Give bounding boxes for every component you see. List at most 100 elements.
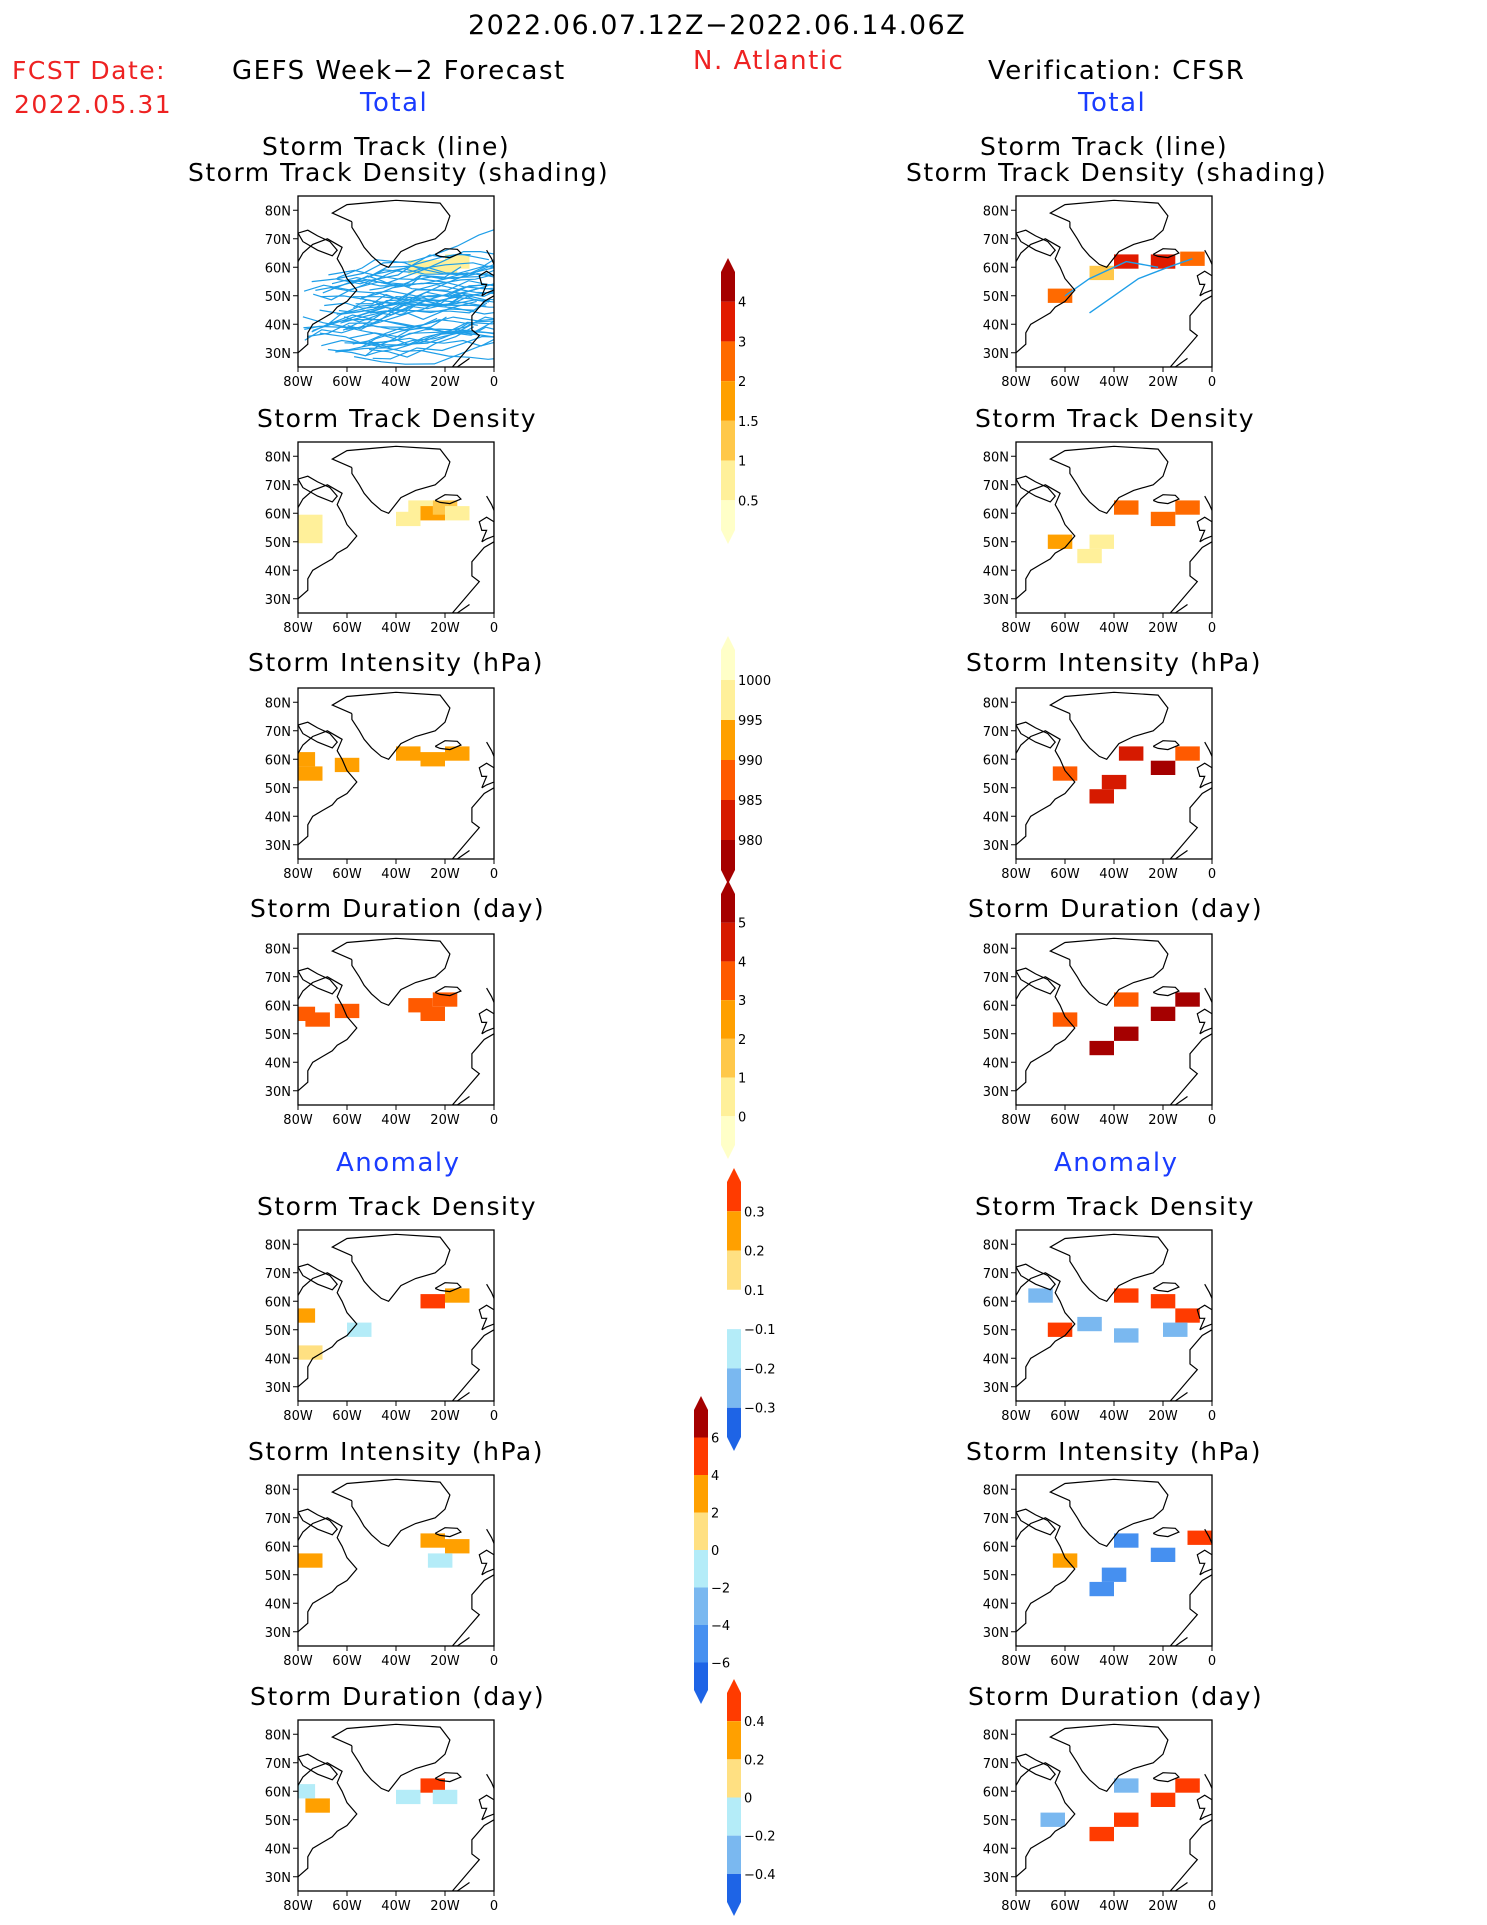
x-tick-label: 80W	[1001, 867, 1031, 882]
coastline	[1169, 787, 1212, 859]
colorbar-swatch	[721, 922, 735, 962]
y-tick-label: 60N	[983, 507, 1009, 522]
fc-density-anom-cell	[371, 1316, 396, 1332]
storm-track-line	[311, 229, 494, 283]
storm-track-line	[304, 293, 466, 341]
fc-duration-anom-cell	[396, 1789, 421, 1805]
coastline	[1196, 1794, 1212, 1821]
x-tick-label: 0	[1208, 1654, 1216, 1669]
colorbar-swatch	[727, 1250, 741, 1290]
coastline	[298, 730, 358, 846]
x-tick-label: 80W	[283, 1113, 313, 1128]
y-tick-label: 60N	[983, 261, 1009, 276]
y-tick-label: 50N	[265, 1814, 291, 1829]
colorbar-label: −0.2	[744, 1362, 776, 1377]
forecast-total-label: Total	[360, 88, 429, 118]
colorbar-swatch	[727, 1721, 741, 1760]
x-tick-label: 0	[490, 1409, 498, 1424]
colorbar-label: 1.5	[738, 415, 759, 430]
obs-duration-frame	[1015, 933, 1213, 1106]
obs-duration-cell	[1114, 992, 1139, 1007]
coastline	[330, 1233, 451, 1303]
y-tick-label: 80N	[983, 204, 1009, 219]
obs-density-cell	[1077, 548, 1102, 564]
colorbar-label: 0.3	[744, 1205, 765, 1220]
x-tick-label: 80W	[1001, 1899, 1031, 1914]
obs-density-frame	[1015, 441, 1213, 614]
colorbar-label: 2	[711, 1507, 719, 1522]
y-tick-label: 40N	[265, 1352, 291, 1367]
colorbar-label: 1	[738, 455, 746, 470]
y-tick-label: 60N	[265, 999, 291, 1014]
storm-track-line	[356, 286, 494, 317]
y-tick-label: 40N	[983, 1842, 1009, 1857]
y-tick-label: 40N	[983, 318, 1009, 333]
y-tick-label: 30N	[265, 347, 291, 362]
x-tick-label: 60W	[1050, 1113, 1080, 1128]
y-tick-label: 80N	[265, 450, 291, 465]
colorbar-swatch	[727, 1289, 741, 1330]
colorbar-swatch	[721, 1077, 735, 1117]
coastline	[1169, 1574, 1212, 1646]
obs-density-panel: 80W 60W 40W 20W 0 80N 70N 60N 50N 40N 30N	[983, 441, 1216, 636]
coastline	[1169, 295, 1212, 367]
storm-track-line	[322, 258, 494, 294]
y-tick-label: 40N	[265, 318, 291, 333]
coastline	[1152, 494, 1180, 505]
colorbar-label: 995	[738, 714, 763, 729]
coastline	[451, 1329, 494, 1401]
obs-intensity-frame	[1015, 687, 1213, 860]
fc-intensity-anom-frame	[297, 1474, 495, 1647]
coastline	[486, 495, 494, 511]
x-tick-label: 60W	[1050, 867, 1080, 882]
fc-intensity-cell	[396, 746, 421, 761]
coastline	[434, 986, 462, 997]
fc-intensity-anom-title: Storm Intensity (hPa)	[248, 1437, 544, 1466]
fc-intensity-panel: 80W 60W 40W 20W 0 80N 70N 60N 50N 40N 30N	[265, 687, 498, 882]
obs-duration-anom-cell	[1089, 1826, 1114, 1842]
coastline	[298, 238, 358, 354]
coastline	[1196, 1008, 1212, 1035]
storm-track-line	[359, 290, 494, 300]
storm-track-line	[369, 348, 494, 360]
colorbar-duration: 5 4 3 2 1 0	[721, 880, 746, 1159]
y-tick-label: 30N	[265, 1626, 291, 1641]
coastline	[434, 494, 462, 505]
x-tick-label: 60W	[332, 1113, 362, 1128]
verification-anomaly-label: Anomaly	[1054, 1148, 1179, 1178]
coastline	[298, 1263, 338, 1291]
coastline	[330, 691, 451, 761]
y-tick-label: 50N	[265, 536, 291, 551]
fc-intensity-anom-panel: 80W 60W 40W 20W 0 80N 70N 60N 50N 40N 30N	[265, 1474, 498, 1669]
obs-track-cell	[1047, 288, 1073, 303]
x-tick-label: 40W	[381, 867, 411, 882]
x-tick-label: 20W	[430, 867, 460, 882]
colorbar-swatch	[694, 1475, 708, 1513]
y-tick-label: 80N	[983, 450, 1009, 465]
x-tick-label: 0	[490, 1113, 498, 1128]
coastline	[478, 270, 494, 297]
fc-density-cell	[298, 528, 323, 544]
x-tick-label: 40W	[1099, 1409, 1129, 1424]
coastline	[1152, 248, 1180, 259]
coastline	[434, 1282, 462, 1293]
y-tick-label: 30N	[983, 1381, 1009, 1396]
obs-duration-anom-panel: 80W 60W 40W 20W 0 80N 70N 60N 50N 40N 30N	[983, 1719, 1216, 1914]
x-tick-label: 0	[490, 1899, 498, 1914]
obs-intensity-anom-cell	[1101, 1567, 1127, 1582]
y-tick-label: 70N	[983, 725, 1009, 740]
y-tick-label: 40N	[265, 1842, 291, 1857]
y-tick-label: 50N	[983, 782, 1009, 797]
y-tick-label: 60N	[265, 1540, 291, 1555]
obs-duration-anom-cell	[1150, 1792, 1176, 1807]
y-tick-label: 70N	[983, 1267, 1009, 1282]
y-tick-label: 50N	[265, 782, 291, 797]
fc-duration-anom-cell	[298, 1784, 316, 1799]
colorbar-label: 0	[744, 1792, 752, 1807]
colorbar-label: 0.5	[738, 494, 759, 509]
obs-intensity-cell	[1175, 746, 1200, 761]
coastline	[434, 740, 462, 751]
obs-density-anom-cell	[1175, 1308, 1200, 1323]
fcst-date-label: FCST Date:	[12, 56, 167, 85]
x-tick-label: 60W	[332, 1654, 362, 1669]
